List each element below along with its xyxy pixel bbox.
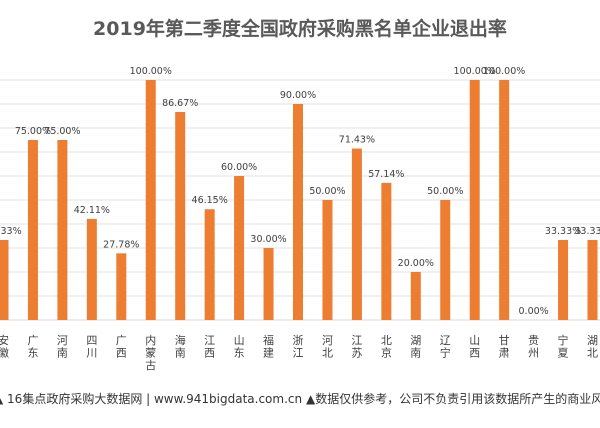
data-label-山西: 100.00% xyxy=(454,66,496,77)
data-label-安徽: 33.33% xyxy=(0,226,22,237)
bar-江苏 xyxy=(351,148,362,320)
data-label-内蒙古: 100.00% xyxy=(130,66,172,77)
x-tick-label-广西: 广西 xyxy=(116,334,127,360)
chart-title: 2019年第二季度全国政府采购黑名单企业退出率 xyxy=(93,18,507,40)
bar-河南 xyxy=(57,140,68,320)
source-note: ▲ 16集点政府采购大数据网 | www.941bigdata.com.cn xyxy=(0,392,303,406)
x-tick-label-海南: 海南 xyxy=(175,333,186,360)
x-tick-label-江苏: 江苏 xyxy=(351,334,362,360)
bar-安徽 xyxy=(0,240,9,320)
x-tick-label-辽宁: 辽宁 xyxy=(440,334,451,360)
x-tick-label-山西: 山西 xyxy=(469,334,480,360)
bar-山东 xyxy=(234,176,245,320)
x-tick-label-安徽: 安徽 xyxy=(0,333,9,360)
bar-辽宁 xyxy=(440,200,451,320)
disclaimer-note: ▲数据仅供参考，公司不负责引用该数据所产生的商业风险 xyxy=(306,392,600,406)
x-tick-label-贵州: 贵州 xyxy=(528,334,539,360)
bar-广西 xyxy=(116,253,127,320)
data-label-湖北: 33.33% xyxy=(574,226,600,237)
data-label-贵州: 0.00% xyxy=(519,306,549,317)
data-label-江苏: 71.43% xyxy=(339,135,375,146)
bar-海南 xyxy=(175,111,186,320)
data-label-宁夏: 33.33% xyxy=(545,226,581,237)
data-label-辽宁: 50.00% xyxy=(427,186,463,197)
data-labels: 33.33% 75.00%75.00% 42.11% 27.78% 100.00% 86.… xyxy=(0,66,600,317)
footer: ▲ 16集点政府采购大数据网 | www.941bigdata.com.cn ▲… xyxy=(0,388,600,428)
x-tick-label-广东: 广东 xyxy=(27,334,38,360)
x-tick-label-甘肃: 甘肃 xyxy=(499,334,510,360)
x-tick-label-内蒙古: 内蒙古 xyxy=(145,333,156,372)
x-tick-label-江西: 江西 xyxy=(204,334,215,360)
data-label-海南: 86.67% xyxy=(162,98,198,109)
data-label-北京: 57.14% xyxy=(368,169,404,180)
data-label-四川: 42.11% xyxy=(74,205,110,216)
x-tick-label-四川: 四川 xyxy=(86,334,97,360)
bar-河北 xyxy=(322,200,333,320)
bar-湖南 xyxy=(410,272,421,320)
data-label-浙江: 90.00% xyxy=(280,90,316,101)
bar-甘肃 xyxy=(499,80,510,320)
x-tick-label-山东: 山东 xyxy=(234,334,245,360)
data-label-福建: 30.00% xyxy=(250,234,286,245)
bar-内蒙古 xyxy=(145,80,156,320)
data-label-江西: 46.15% xyxy=(192,195,228,206)
data-label-山东: 60.00% xyxy=(221,162,257,173)
bar-浙江 xyxy=(293,104,303,320)
data-label-河北: 50.00% xyxy=(309,186,345,197)
bar-广东 xyxy=(27,140,38,320)
x-tick-label-浙江: 浙江 xyxy=(293,334,304,360)
bar-四川 xyxy=(86,218,97,320)
x-tick-label-北京: 北京 xyxy=(381,334,392,360)
x-tick-label-湖北: 湖北 xyxy=(587,334,598,360)
data-label-甘肃: 100.00% xyxy=(483,66,525,77)
data-label-广东: 75.00% xyxy=(15,126,51,137)
bar-江西 xyxy=(204,209,215,320)
data-label-湖南: 20.00% xyxy=(398,258,434,269)
x-tick-label-湖南: 湖南 xyxy=(410,334,421,360)
x-tick-label-宁夏: 宁夏 xyxy=(558,333,569,360)
bar-北京 xyxy=(381,182,392,320)
data-label-广西: 27.78% xyxy=(103,239,139,250)
x-tick-label-河北: 河北 xyxy=(322,334,333,360)
bar-宁夏 xyxy=(558,240,569,320)
bar-福建 xyxy=(263,248,274,320)
bar-山西 xyxy=(469,80,480,320)
x-tick-label-福建: 福建 xyxy=(263,333,274,360)
bars xyxy=(0,80,598,320)
bar-湖北 xyxy=(587,240,598,320)
data-label-河南: 75.00% xyxy=(44,126,80,137)
x-tick-label-河南: 河南 xyxy=(57,334,68,360)
